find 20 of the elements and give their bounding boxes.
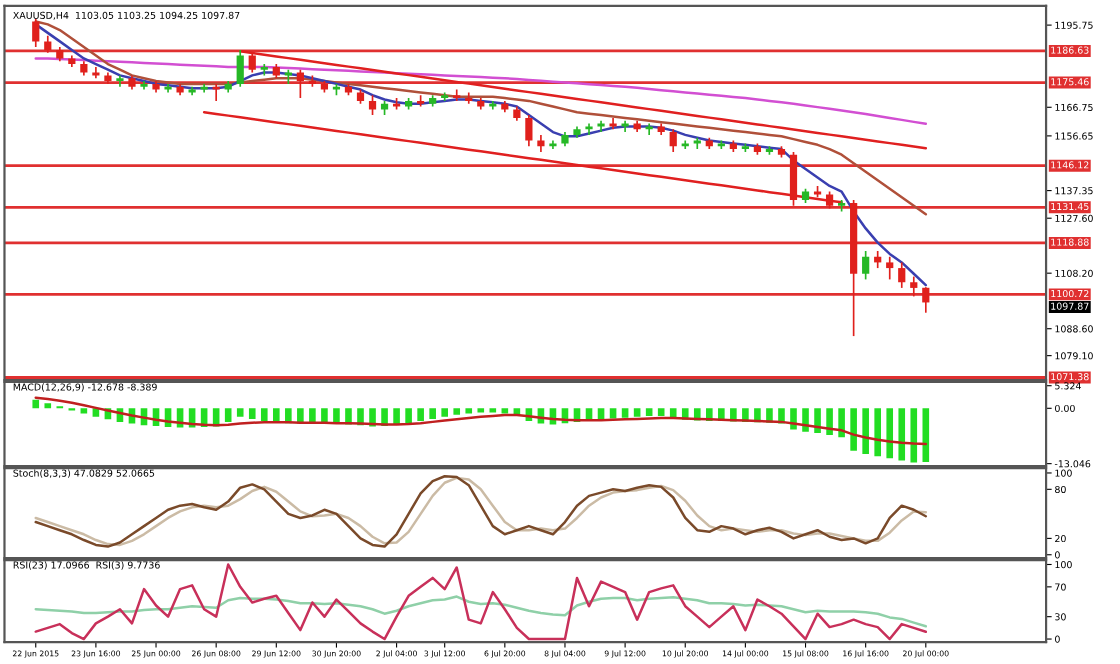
line-series	[34, 57, 928, 126]
line-series	[202, 110, 843, 204]
candlestick	[116, 74, 124, 88]
line-series	[34, 20, 928, 216]
candlestick	[898, 261, 906, 289]
candlestick	[862, 250, 870, 281]
candlestick	[296, 68, 304, 99]
candlestick	[525, 114, 533, 148]
candlestick	[236, 49, 244, 88]
candlestick	[922, 286, 930, 314]
candlestick	[465, 91, 473, 105]
candlestick	[368, 94, 377, 116]
candlestick	[910, 275, 918, 298]
line-series	[34, 595, 928, 628]
candlestick	[32, 17, 40, 48]
candlestick	[212, 83, 220, 102]
candlestick	[886, 255, 894, 281]
line-series	[238, 50, 928, 150]
line-series	[34, 396, 928, 446]
candlestick	[669, 128, 677, 153]
